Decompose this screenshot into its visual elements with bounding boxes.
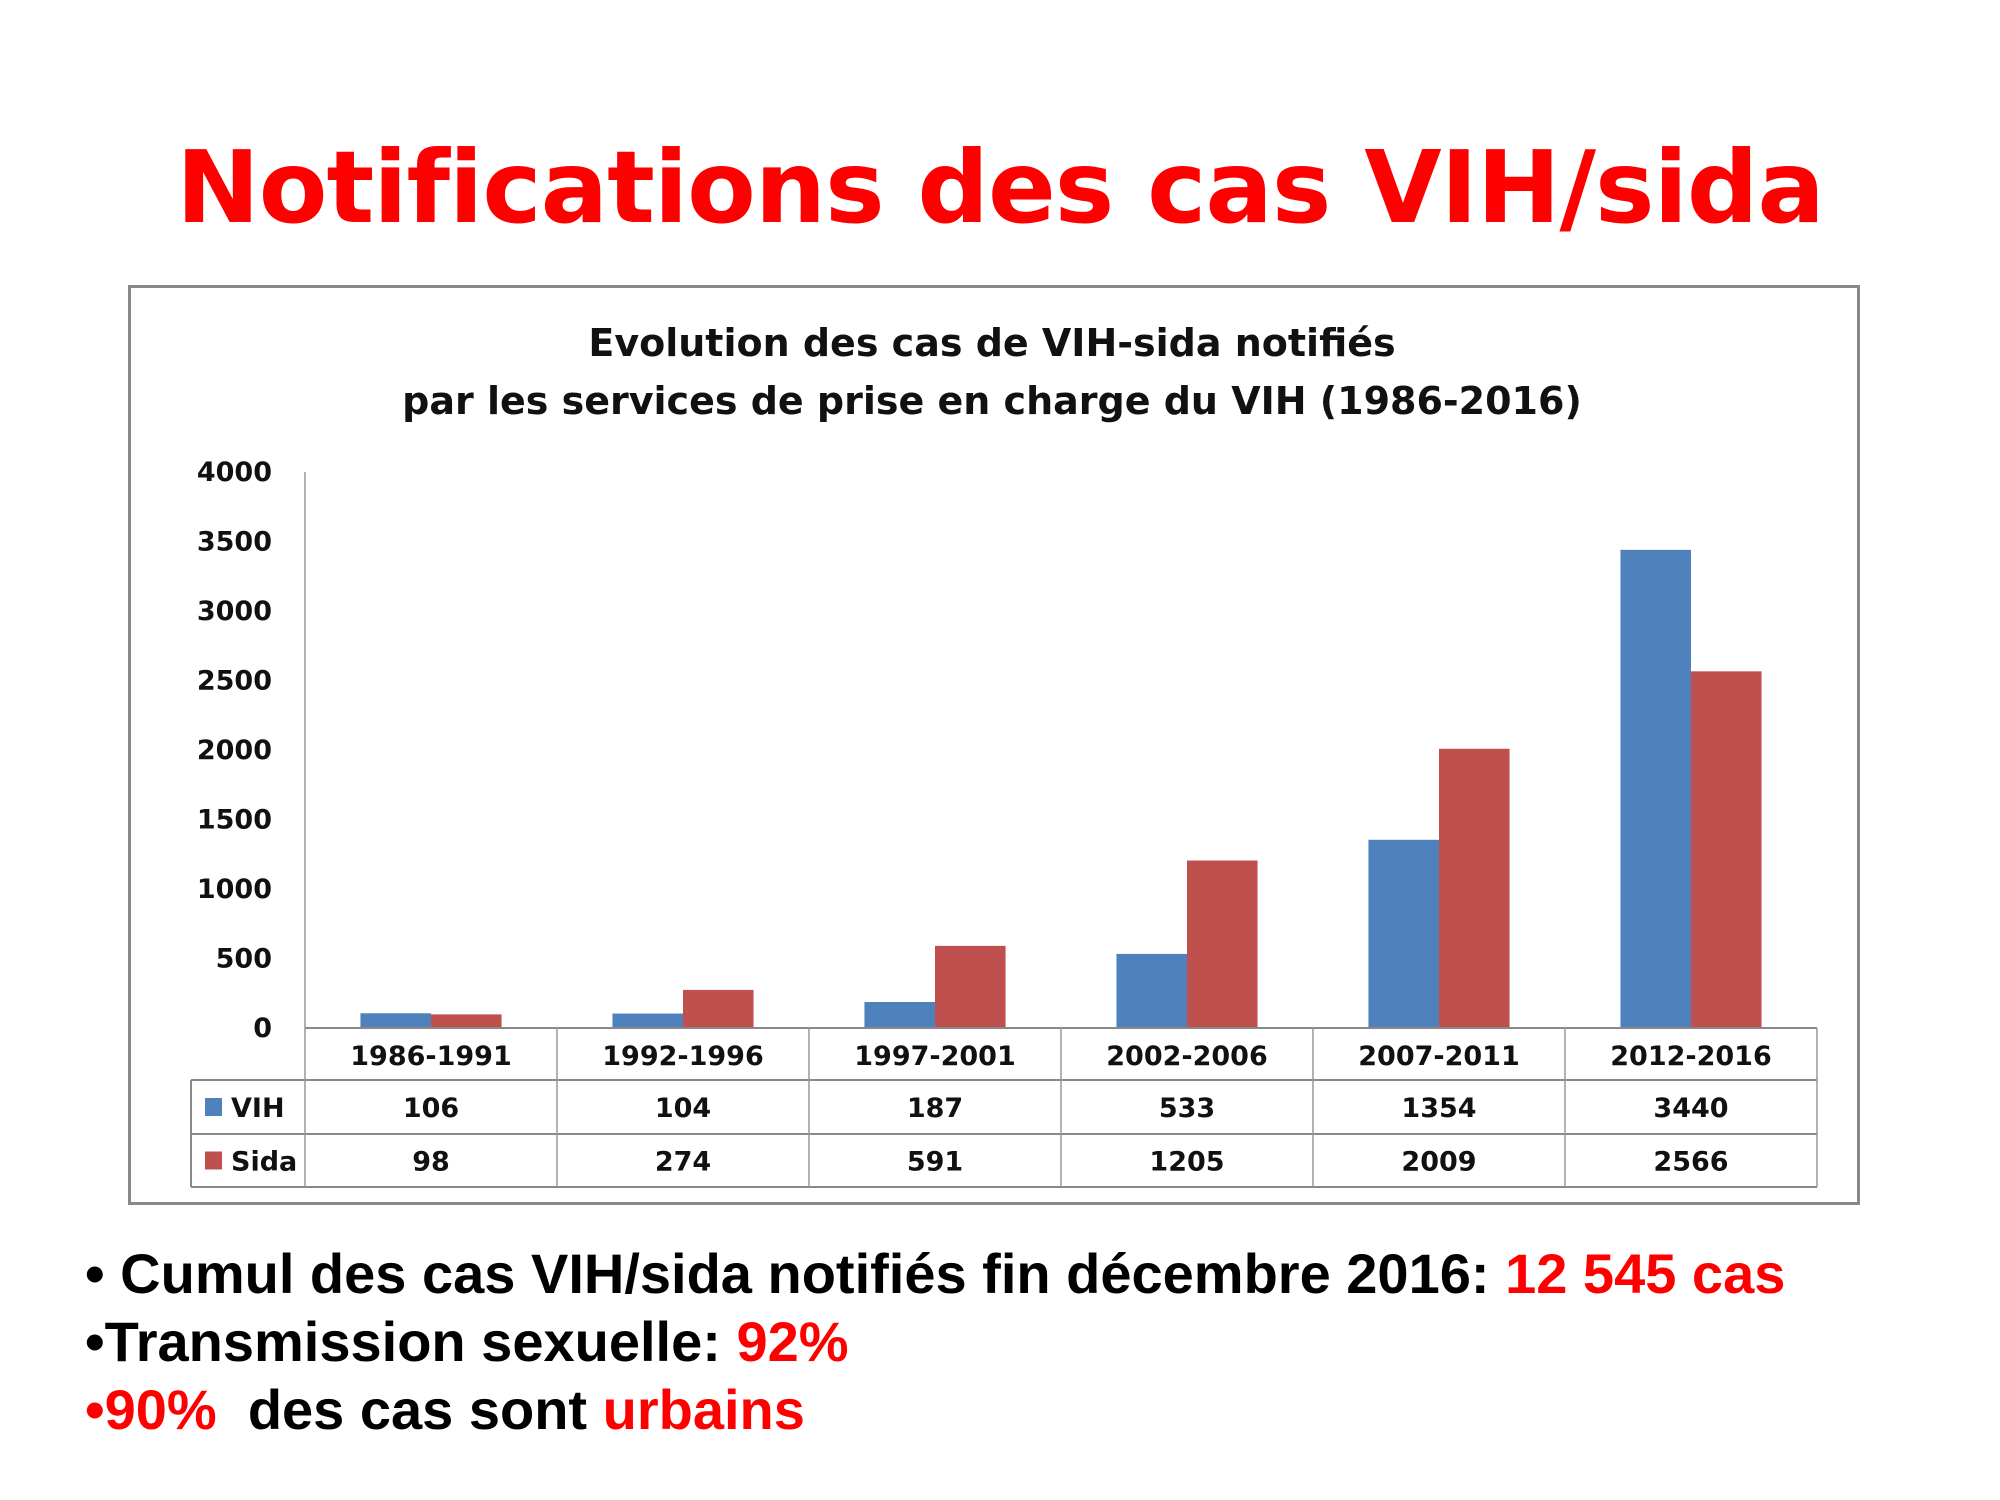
bar-vih [612,1013,683,1028]
bullet-cumul: • Cumul des cas VIH/sida notifiés fin dé… [85,1240,1785,1308]
x-category-label: 2012-2016 [1610,1041,1772,1072]
y-tick-label: 1000 [197,874,272,905]
bar-sida [683,989,754,1028]
data-label: 187 [907,1093,963,1124]
data-label: 106 [403,1093,459,1124]
y-tick-label: 2500 [197,666,272,697]
legend-label: VIH [231,1093,285,1124]
bar-sida [431,1014,502,1028]
bullet-highlight: urbains [602,1378,805,1441]
legend-swatch-vih [205,1098,222,1116]
bullet-urbains: •90% des cas sont urbains [85,1376,1785,1444]
bullet-list: • Cumul des cas VIH/sida notifiés fin dé… [85,1240,1785,1444]
x-category-label: 2007-2011 [1358,1041,1520,1072]
bar-sida [1691,671,1762,1028]
data-label: 591 [907,1147,963,1178]
y-tick-label: 3500 [197,527,272,558]
bar-sida [1187,860,1258,1028]
bar-sida [1439,748,1510,1028]
bar-vih [1116,953,1187,1028]
bar-vih [1620,549,1691,1028]
bar-vih [360,1013,431,1028]
y-tick-label: 0 [253,1013,272,1044]
x-category-label: 1992-1996 [602,1041,764,1072]
x-category-label: 2002-2006 [1106,1041,1268,1072]
bullet-transmission: •Transmission sexuelle: 92% [85,1308,1785,1376]
data-label: 274 [655,1147,711,1178]
bullet-text: •Transmission sexuelle: [85,1310,737,1373]
chart-title-line-1: Evolution des cas de VIH-sida notifiés [588,321,1395,365]
data-label: 98 [412,1147,450,1178]
y-tick-label: 3000 [197,596,272,627]
y-tick-label: 1500 [197,805,272,836]
legend-label: Sida [231,1147,297,1178]
x-category-label: 1997-2001 [854,1041,1016,1072]
bullet-highlight: 90% [104,1378,217,1441]
chart-frame [128,285,1860,1205]
bar-vih [864,1002,935,1028]
data-label: 1354 [1401,1093,1476,1124]
x-category-label: 1986-1991 [350,1041,512,1072]
bar-vih [1368,839,1439,1028]
bullet-text: • Cumul des cas VIH/sida notifiés fin dé… [85,1242,1506,1305]
y-tick-label: 500 [216,944,272,975]
y-tick-label: 2000 [197,735,272,766]
bullet-highlight: 92% [736,1310,849,1373]
bullet-text: des cas sont [216,1378,603,1441]
bar-sida [935,945,1006,1028]
data-label: 533 [1159,1093,1215,1124]
data-label: 3440 [1653,1093,1728,1124]
chart-title-line-2: par les services de prise en charge du V… [402,379,1582,423]
y-tick-label: 4000 [197,457,272,488]
legend-swatch-sida [205,1151,222,1170]
data-label: 104 [655,1093,711,1124]
bullet-mark: • [85,1378,105,1441]
bullet-highlight: 12 545 cas [1505,1242,1786,1305]
slide-title: Notifications des cas VIH/sida [176,129,1825,246]
data-label: 2566 [1653,1147,1728,1178]
data-label: 2009 [1401,1147,1476,1178]
data-label: 1205 [1149,1147,1224,1178]
